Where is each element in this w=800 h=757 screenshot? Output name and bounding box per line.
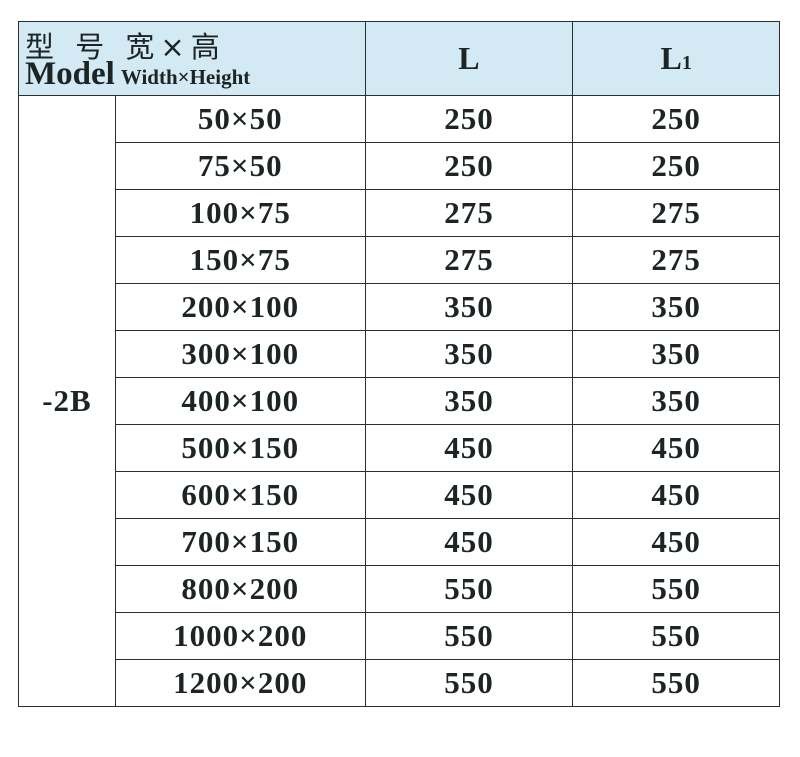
- size-cell: 200×100: [114, 283, 366, 331]
- table-row: -2B 50×50 250 250: [18, 95, 780, 707]
- size-cell: 150×75: [114, 236, 366, 284]
- model-cell: -2B: [18, 95, 116, 707]
- header-model: Model: [25, 56, 115, 92]
- table-row: 600×150 450 450: [19, 471, 780, 519]
- L1-cell: 350: [572, 283, 780, 331]
- L-cell: 250: [364, 142, 574, 190]
- header-L: L: [364, 21, 574, 96]
- L1-cell: 550: [572, 659, 780, 707]
- L-cell: 275: [364, 236, 574, 284]
- size-cell: 500×150: [114, 424, 366, 472]
- table-row: 200×100 350 350: [19, 283, 780, 331]
- L1-cell: 450: [572, 471, 780, 519]
- header-L1-sub: 1: [681, 52, 692, 74]
- table-row: 75×50 250 250: [19, 142, 780, 190]
- table-row: 700×150 450 450: [19, 518, 780, 566]
- header-L1: L1: [572, 21, 780, 96]
- header-width-height: Width×Height: [120, 65, 251, 89]
- size-cell: 600×150: [114, 471, 366, 519]
- table-row: 500×150 450 450: [19, 424, 780, 472]
- L-cell: 350: [364, 377, 574, 425]
- L-cell: 275: [364, 189, 574, 237]
- L1-cell: 550: [572, 565, 780, 613]
- table-row: 800×200 550 550: [19, 565, 780, 613]
- table-row: 1200×200 550 550: [19, 659, 780, 707]
- L1-cell: 350: [572, 377, 780, 425]
- header-model-size: 型 号 宽×高 Model Width×Height: [18, 21, 366, 96]
- L1-cell: 250: [572, 142, 780, 190]
- size-cell: 100×75: [114, 189, 366, 237]
- L1-cell: 450: [572, 424, 780, 472]
- L-cell: 450: [364, 424, 574, 472]
- table-row: 100×75 275 275: [19, 189, 780, 237]
- dimension-table: 型 号 宽×高 Model Width×Height L L1 -2B 50×50 2…: [18, 21, 780, 707]
- size-cell: 50×50: [114, 95, 366, 143]
- size-cell: 300×100: [114, 330, 366, 378]
- size-cell: 700×150: [114, 518, 366, 566]
- L1-cell: 250: [572, 95, 780, 143]
- L1-cell: 275: [572, 189, 780, 237]
- size-cell: 1200×200: [114, 659, 366, 707]
- L-cell: 250: [364, 95, 574, 143]
- L-cell: 550: [364, 612, 574, 660]
- L1-cell: 275: [572, 236, 780, 284]
- L-cell: 450: [364, 518, 574, 566]
- size-cell: 400×100: [114, 377, 366, 425]
- L1-cell: 350: [572, 330, 780, 378]
- table-row: 150×75 275 275: [19, 236, 780, 284]
- table-row: 300×100 350 350: [19, 330, 780, 378]
- L1-cell: 550: [572, 612, 780, 660]
- table-row: 400×100 350 350: [19, 377, 780, 425]
- L-cell: 450: [364, 471, 574, 519]
- L-cell: 350: [364, 283, 574, 331]
- L1-cell: 450: [572, 518, 780, 566]
- header-row: 型 号 宽×高 Model Width×Height L L1: [18, 21, 780, 96]
- header-L1-main: L: [660, 40, 682, 76]
- table-row: 1000×200 550 550: [19, 612, 780, 660]
- size-cell: 1000×200: [114, 612, 366, 660]
- header-cn: 型 号 宽×高: [25, 30, 226, 64]
- L-cell: 350: [364, 330, 574, 378]
- size-cell: 800×200: [114, 565, 366, 613]
- L-cell: 550: [364, 565, 574, 613]
- size-cell: 75×50: [114, 142, 366, 190]
- L-cell: 550: [364, 659, 574, 707]
